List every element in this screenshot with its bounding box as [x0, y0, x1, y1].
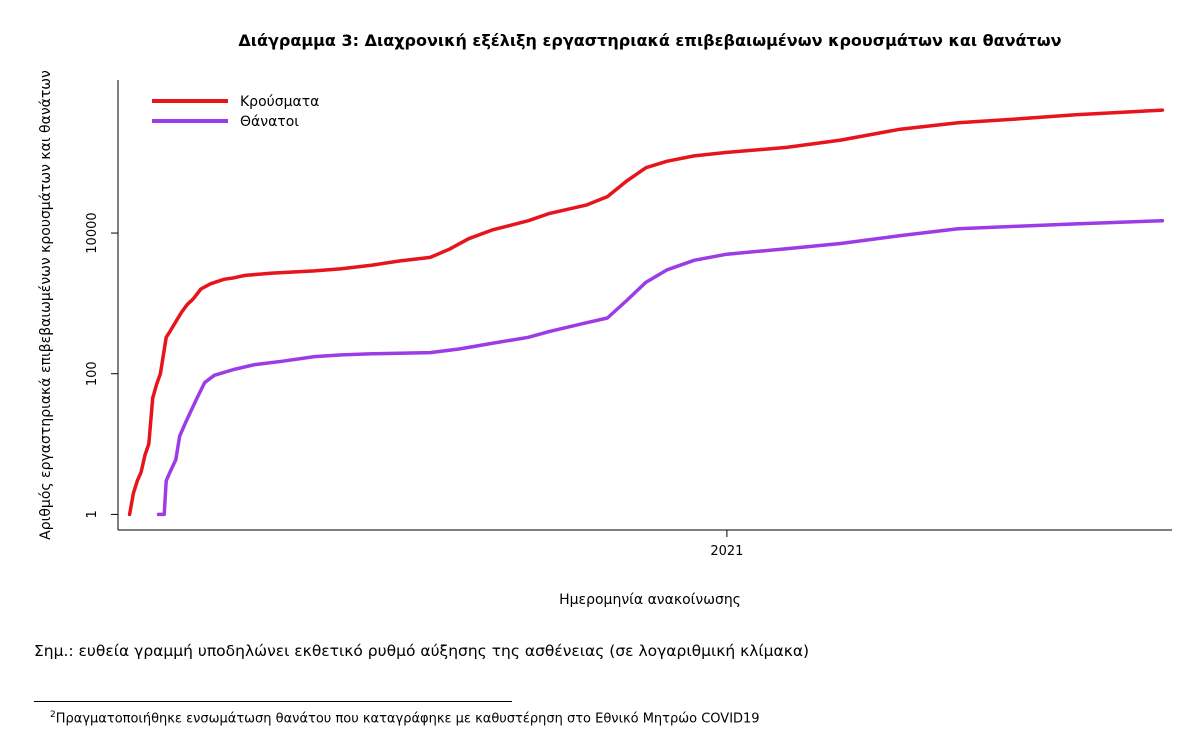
footnote: 2Πραγματοποιήθηκε ενσωμάτωση θανάτου που…	[50, 710, 760, 726]
chart: Διάγραμμα 3: Διαχρονική εξέλιξη εργαστηρ…	[38, 31, 1172, 608]
series-layer	[127, 108, 1165, 517]
x-tick-label: 2021	[710, 544, 743, 559]
legend-label-deaths: Θάνατοι	[240, 114, 299, 130]
legend-label-cases: Κρούσματα	[240, 94, 319, 110]
y-tick-label: 1	[85, 510, 100, 518]
y-ticks: 1 100 10000	[85, 212, 118, 519]
y-tick-label: 100	[85, 361, 100, 386]
chart-note: Σημ.: ευθεία γραμμή υποδηλώνει εκθετικό …	[34, 642, 810, 660]
x-axis-label: Ημερομηνία ανακοίνωσης	[559, 592, 741, 608]
y-axis-label: Αριθμός εργαστηριακά επιβεβαιωμένων κρου…	[38, 70, 54, 540]
footnote-divider	[34, 701, 512, 702]
footnote-marker: 2	[50, 710, 56, 720]
chart-title: Διάγραμμα 3: Διαχρονική εξέλιξη εργαστηρ…	[238, 31, 1061, 50]
footnote-text: Πραγματοποιήθηκε ενσωμάτωση θανάτου που …	[55, 711, 760, 727]
x-ticks: 2021	[710, 530, 743, 559]
series-line-cases	[127, 108, 1165, 517]
y-tick-label: 10000	[85, 212, 100, 253]
legend: Κρούσματα Θάνατοι	[152, 94, 319, 130]
axes	[117, 80, 1172, 531]
series-line-deaths	[156, 218, 1165, 517]
